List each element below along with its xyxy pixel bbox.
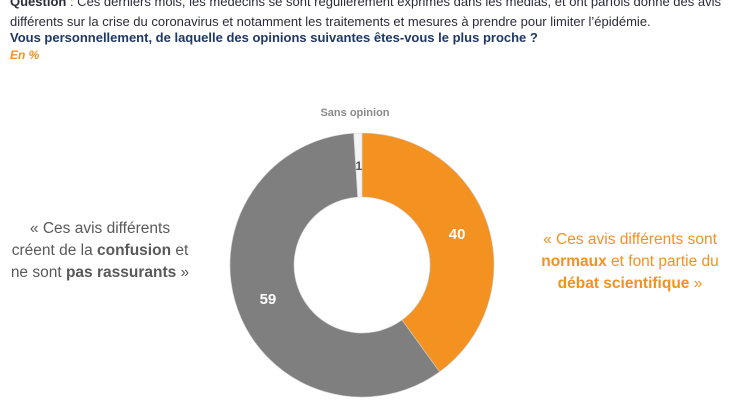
text-run: débat scientifique xyxy=(558,275,690,292)
question: différents sur la crise du coronavirus e… xyxy=(10,14,651,29)
text-run: « Ces avis différents xyxy=(30,220,170,237)
category-label: Sans opinion xyxy=(320,107,389,119)
text-run: Sans opinion xyxy=(320,107,389,119)
category-label: « Ces avis différents sont xyxy=(543,231,717,248)
donut-slice xyxy=(361,132,495,373)
category-label: « Ces avis différents xyxy=(30,220,170,237)
value-label: 1 xyxy=(356,159,363,173)
text-run: différents sur la crise du coronavirus e… xyxy=(10,14,651,29)
value-label: 40 xyxy=(449,226,466,243)
text-run: créent de la xyxy=(12,242,97,259)
category-label: ne sont pas rassurants » xyxy=(11,264,189,281)
text-run: confusion xyxy=(97,242,171,259)
text-run: pas rassurants xyxy=(66,264,176,281)
question: Question : Ces derniers mois, les médeci… xyxy=(10,0,721,9)
text-run: ne sont xyxy=(11,264,66,281)
text-run: » xyxy=(176,264,189,281)
text-run: normaux xyxy=(541,253,607,270)
category-label: normaux et font partie du xyxy=(541,253,719,270)
subtitle: Vous personnellement, de laquelle des op… xyxy=(10,30,538,45)
category-label: créent de la confusion et xyxy=(12,242,189,259)
text-run: et xyxy=(171,242,189,259)
text-run: « Ces avis différents sont xyxy=(543,231,717,248)
text-run: : Ces derniers mois, les médecins se son… xyxy=(66,0,721,9)
text-run: » xyxy=(689,275,702,292)
donut-slice xyxy=(353,132,363,198)
value-label: 59 xyxy=(260,291,277,308)
donut-slice xyxy=(229,132,441,398)
unit: En % xyxy=(10,48,40,62)
text-run: et font partie du xyxy=(607,253,719,270)
category-label: débat scientifique » xyxy=(558,275,703,292)
text-run: Question xyxy=(10,0,66,9)
